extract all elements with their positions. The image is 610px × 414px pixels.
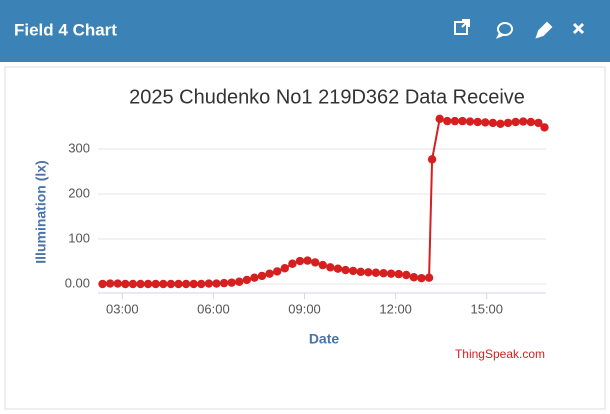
x-tick-label: 03:00 xyxy=(106,301,139,316)
data-point xyxy=(534,118,543,128)
data-point xyxy=(212,279,221,288)
data-point xyxy=(386,269,396,278)
data-point xyxy=(159,279,168,289)
data-point xyxy=(333,264,343,273)
data-point xyxy=(121,279,130,289)
data-point xyxy=(136,279,145,289)
x-tick-label: 06:00 xyxy=(197,301,230,316)
data-point xyxy=(371,268,381,277)
x-tick-label: 09:00 xyxy=(288,301,321,316)
credit: ThingSpeak.com xyxy=(455,347,545,361)
data-point xyxy=(242,275,252,285)
data-point xyxy=(473,117,482,127)
data-point xyxy=(98,279,107,289)
data-point xyxy=(458,116,467,126)
data-point xyxy=(128,279,138,289)
data-point xyxy=(257,271,267,281)
edit-icon[interactable] xyxy=(535,21,553,39)
data-point xyxy=(526,117,536,127)
x-axis-label: Date xyxy=(309,331,340,347)
data-point xyxy=(151,279,160,289)
data-point xyxy=(105,279,115,288)
data-point xyxy=(417,273,426,283)
data-point xyxy=(310,258,320,267)
data-point xyxy=(402,270,411,280)
data-point xyxy=(250,273,259,282)
data-point xyxy=(364,268,373,277)
data-point xyxy=(303,256,312,265)
data-point xyxy=(443,116,452,126)
header-bar xyxy=(0,0,610,62)
data-point xyxy=(295,256,305,266)
data-point xyxy=(519,117,528,126)
data-point xyxy=(424,273,434,282)
data-point xyxy=(409,273,419,282)
data-point xyxy=(427,155,437,164)
data-point xyxy=(265,269,274,278)
open-icon[interactable] xyxy=(454,19,470,35)
y-tick-label: 0.00 xyxy=(65,275,90,290)
data-point xyxy=(280,264,289,273)
data-point xyxy=(503,118,513,128)
close-icon[interactable] xyxy=(572,22,585,35)
data-point xyxy=(288,259,297,268)
y-tick-label: 300 xyxy=(68,140,90,155)
data-point xyxy=(341,265,350,275)
data-point xyxy=(197,279,206,289)
data-point xyxy=(435,114,444,124)
header-icons xyxy=(454,19,585,39)
data-point xyxy=(166,279,176,289)
data-point xyxy=(113,279,122,288)
x-tick-label: 12:00 xyxy=(379,301,412,316)
comment-icon[interactable] xyxy=(495,22,513,39)
data-point xyxy=(465,117,475,126)
data-point xyxy=(235,277,244,286)
header-title: Field 4 Chart xyxy=(14,20,117,39)
y-tick-label: 200 xyxy=(68,185,90,200)
data-point xyxy=(219,278,229,288)
data-point xyxy=(540,123,549,132)
data-point xyxy=(174,279,183,289)
data-point xyxy=(181,279,191,289)
data-point xyxy=(273,267,282,276)
data-point xyxy=(450,116,460,126)
data-point xyxy=(511,117,520,127)
data-point xyxy=(204,279,214,288)
data-point xyxy=(143,279,153,289)
x-tick-label: 15:00 xyxy=(470,301,503,316)
data-point xyxy=(488,118,498,128)
y-tick-label: 100 xyxy=(68,230,90,245)
data-point xyxy=(481,118,490,127)
data-point xyxy=(227,278,236,287)
data-point xyxy=(379,269,388,278)
y-axis-label: Illumination (lx) xyxy=(33,160,49,263)
data-point xyxy=(189,279,198,289)
data-point xyxy=(318,260,327,270)
data-point xyxy=(356,267,365,277)
data-point xyxy=(348,266,358,276)
data-point xyxy=(496,119,505,128)
data-point xyxy=(326,263,335,272)
chart-title: 2025 Chudenko No1 219D362 Data Receive xyxy=(129,86,525,108)
data-point xyxy=(394,269,403,279)
